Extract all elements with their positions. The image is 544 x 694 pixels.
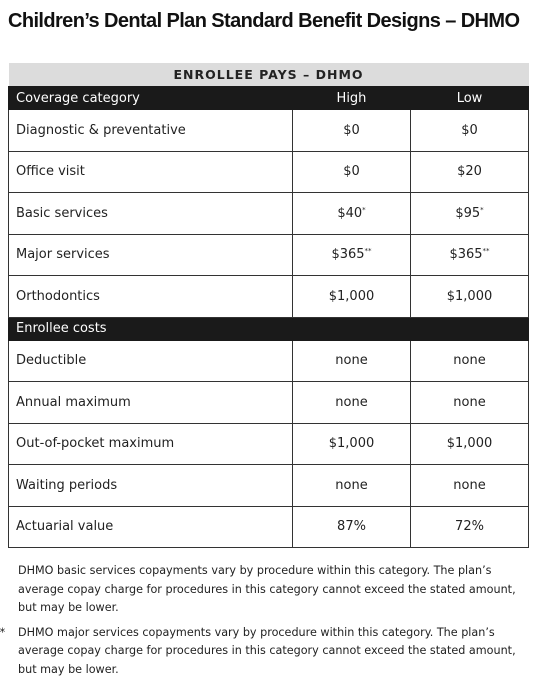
table-row: Basic services $40* $95* [8, 192, 530, 235]
row-label: Office visit [8, 150, 293, 193]
section-header: Coverage category High Low [8, 86, 530, 110]
footnote-ref: ** [364, 247, 372, 256]
cell: 87% [292, 505, 411, 548]
cell-value: $95 [455, 205, 481, 221]
footnote-ref: * [480, 205, 484, 214]
banner-row: ENROLLEE PAYS – DHMO [8, 63, 529, 87]
cell: $0 [292, 109, 411, 152]
table-row: Office visit $0 $20 [8, 150, 530, 193]
row-label: Diagnostic & preventative [8, 109, 293, 152]
cell: none [409, 381, 530, 424]
cell: none [409, 339, 530, 382]
table-row: Diagnostic & preventative $0 $0 [8, 109, 530, 152]
footnote: ** DHMO major services copayments vary by… [0, 624, 521, 680]
cell: $95* [409, 192, 530, 235]
row-label: Actuarial value [8, 505, 293, 548]
table-row: Deductible none none [8, 339, 530, 382]
footnote-ref: ** [482, 247, 490, 256]
cell: $20 [409, 150, 530, 193]
footnote-text: DHMO major services copayments vary by p… [18, 625, 516, 676]
title: Children’s Dental Plan Standard Benefit … [8, 10, 520, 32]
cell: none [409, 464, 530, 507]
row-label: Orthodontics [8, 275, 293, 318]
header-cell: Coverage category [8, 86, 293, 110]
table-row: Actuarial value 87% 72% [8, 505, 530, 548]
footnote-marker: ** [0, 625, 6, 639]
cell: $1,000 [292, 275, 411, 318]
header-cell: High [292, 86, 411, 110]
table-row: Major services $365** $365** [8, 233, 530, 276]
cell: $0 [409, 109, 530, 152]
table-body: ENROLLEE PAYS – DHMO Coverage category Hi… [7, 63, 530, 548]
cell: $1,000 [409, 422, 530, 465]
row-label: Basic services [8, 192, 293, 235]
cell: $365** [292, 233, 411, 276]
table-row: Out-of-pocket maximum $1,000 $1,000 [8, 422, 530, 465]
row-label: Out-of-pocket maximum [8, 422, 293, 465]
footnote-marker: * [6, 562, 18, 581]
cell: $0 [292, 150, 411, 193]
cell: $365** [409, 233, 530, 276]
footnote-text: DHMO basic services copayments vary by p… [18, 564, 516, 614]
cell: $1,000 [292, 422, 411, 465]
cell: $1,000 [409, 275, 530, 318]
cell: $40* [292, 192, 411, 235]
cell-value: $365 [331, 247, 365, 263]
cell: none [292, 381, 411, 424]
benefit-table: ENROLLEE PAYS – DHMO Coverage category Hi… [7, 63, 530, 548]
row-label: Annual maximum [8, 381, 293, 424]
section-header: Enrollee costs [7, 316, 530, 341]
header-cell: Low [409, 86, 530, 110]
row-label: Major services [8, 233, 293, 276]
row-label: Waiting periods [8, 464, 293, 507]
table-row: Annual maximum none none [8, 381, 530, 424]
footnote: *DHMO basic services copayments vary by … [6, 562, 521, 618]
cell: 72% [409, 505, 530, 548]
footnotes: *DHMO basic services copayments vary by … [0, 562, 521, 685]
row-label: Deductible [8, 339, 293, 382]
cell: none [292, 339, 411, 382]
cell-value: $365 [449, 247, 483, 263]
cell-value: $40 [337, 205, 363, 221]
table-row: Orthodontics $1,000 $1,000 [8, 275, 530, 318]
header-cell: Enrollee costs [7, 316, 530, 341]
table-row: Waiting periods none none [8, 464, 530, 507]
banner: ENROLLEE PAYS – DHMO [8, 63, 529, 87]
cell: none [292, 464, 411, 507]
footnote-ref: * [362, 205, 366, 214]
